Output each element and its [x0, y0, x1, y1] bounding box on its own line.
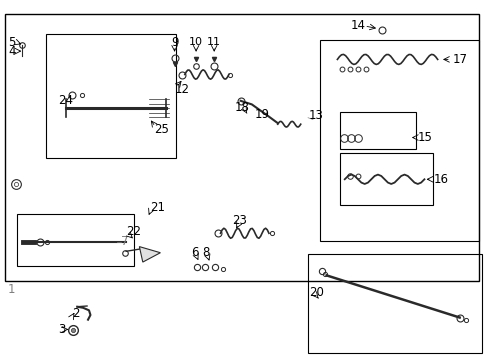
Text: 10: 10	[189, 37, 203, 48]
Text: 4: 4	[8, 45, 16, 58]
Text: 5: 5	[8, 36, 16, 49]
Bar	[17, 214, 134, 266]
Text: 3: 3	[58, 323, 65, 336]
Text: 24: 24	[58, 94, 73, 107]
Bar	[307, 254, 481, 353]
Text: 6: 6	[190, 246, 198, 259]
Text: 22: 22	[126, 225, 141, 238]
Text: 20: 20	[309, 286, 324, 299]
Text: 9: 9	[170, 36, 178, 49]
Text: 19: 19	[254, 108, 269, 121]
Bar	[339, 112, 415, 149]
Text: 2: 2	[72, 307, 80, 320]
Text: 12: 12	[175, 83, 190, 96]
Text: 1: 1	[7, 283, 15, 296]
Text: 8: 8	[202, 246, 210, 259]
Text: 17: 17	[451, 53, 467, 66]
Text: 7: 7	[121, 235, 128, 248]
Bar	[320, 40, 478, 241]
Text: 18: 18	[234, 101, 249, 114]
Text: 14: 14	[350, 19, 366, 32]
Text: 25: 25	[154, 123, 168, 136]
Bar	[5, 14, 478, 281]
Text: 15: 15	[417, 131, 432, 144]
Bar	[339, 153, 432, 205]
Text: 11: 11	[207, 37, 221, 48]
Text: 16: 16	[432, 173, 447, 186]
Text: 21: 21	[150, 201, 165, 213]
Bar	[46, 34, 176, 158]
Polygon shape	[139, 247, 160, 262]
Text: 23: 23	[232, 214, 246, 227]
Text: 13: 13	[308, 109, 323, 122]
